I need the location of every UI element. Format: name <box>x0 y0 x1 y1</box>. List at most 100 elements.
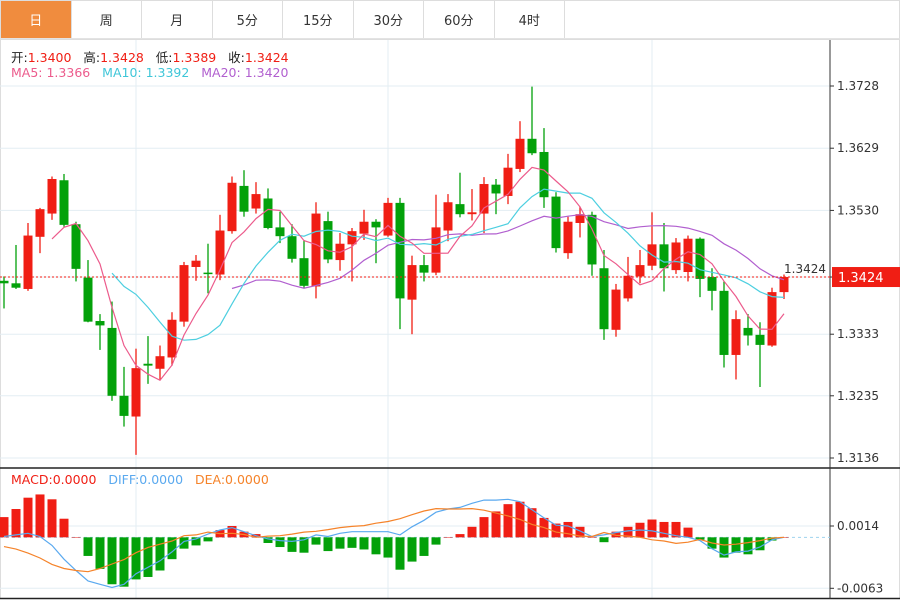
candle-body <box>611 289 621 330</box>
candle <box>395 197 405 330</box>
tab-7[interactable]: 4时 <box>495 1 565 38</box>
dea-label: DEA: <box>194 472 226 487</box>
candle-body <box>755 334 765 345</box>
candle <box>515 121 525 173</box>
candle-body <box>251 194 261 209</box>
close-label: 收: <box>228 50 245 65</box>
candle-body <box>479 184 489 214</box>
candle <box>359 209 369 240</box>
price-tick-label: 1.3235 <box>837 389 879 403</box>
macd-label: MACD: <box>11 472 53 487</box>
candle <box>683 235 693 282</box>
candle <box>11 244 21 289</box>
macd-bar <box>491 511 501 538</box>
candle-body <box>95 321 105 326</box>
candle-body <box>419 265 429 273</box>
candle-body <box>215 230 225 275</box>
tab-5[interactable]: 30分 <box>354 1 424 38</box>
tab-1[interactable]: 周 <box>72 1 142 38</box>
candle <box>635 250 645 284</box>
candle-body <box>263 198 273 229</box>
candle <box>707 268 717 311</box>
ma5-legend: MA5: 1.3366 <box>11 65 90 80</box>
candle-body <box>683 238 693 272</box>
macd-bar <box>683 527 693 538</box>
ma20-label: MA20: <box>201 65 245 80</box>
macd-bar <box>731 537 741 553</box>
macd-bar <box>299 537 309 553</box>
macd-bar <box>287 537 297 552</box>
macd-bar <box>71 537 81 538</box>
macd-bar <box>0 517 9 538</box>
macd-bar <box>131 537 141 580</box>
candle <box>167 312 177 366</box>
candle-body <box>11 283 21 288</box>
candle <box>143 336 153 384</box>
candle-body <box>155 356 165 369</box>
candle-body <box>623 275 633 299</box>
candle-body <box>743 327 753 336</box>
candle <box>119 366 129 427</box>
candle-body <box>455 204 465 215</box>
candle <box>227 176 237 234</box>
candle-body <box>563 221 573 254</box>
candle <box>563 216 573 259</box>
macd-tick-label: -0.0063 <box>837 581 883 595</box>
candle <box>671 238 681 274</box>
candle-body <box>143 363 153 366</box>
macd-bar <box>203 537 213 542</box>
tab-3[interactable]: 5分 <box>213 1 283 38</box>
candle-body <box>659 244 669 269</box>
low-value: 1.3389 <box>172 50 217 65</box>
candle-body <box>431 227 441 273</box>
candle-body <box>323 221 333 260</box>
candle <box>467 189 477 221</box>
price-tick-label: 1.3136 <box>837 451 879 465</box>
candle <box>755 322 765 387</box>
candle-body <box>599 268 609 330</box>
candle-body <box>443 202 453 231</box>
price-tick-label: 1.3424 <box>784 262 826 276</box>
ma10-value: 1.3392 <box>145 65 190 80</box>
ma20-line <box>231 214 785 290</box>
macd-bar <box>467 526 477 538</box>
macd-bar <box>359 537 369 550</box>
macd-bar <box>227 526 237 538</box>
candle-body <box>395 202 405 299</box>
candle-body <box>119 395 129 416</box>
candle <box>767 287 777 347</box>
candle-body <box>767 292 777 346</box>
candle <box>647 212 657 271</box>
ma10-label: MA10: <box>102 65 146 80</box>
candle-body <box>467 212 477 215</box>
candle <box>503 153 513 205</box>
tab-6[interactable]: 60分 <box>424 1 495 38</box>
candle-body <box>35 209 45 237</box>
candle <box>23 222 33 291</box>
diff-value: 0.0000 <box>139 472 184 487</box>
low-label: 低: <box>155 50 173 65</box>
tab-0[interactable]: 日 <box>1 1 72 38</box>
candle <box>443 194 453 242</box>
candle <box>587 211 597 276</box>
macd-bar <box>191 537 201 546</box>
macd-bar <box>695 537 705 540</box>
candle-body <box>227 182 237 232</box>
candle-body <box>107 327 117 396</box>
macd-bar <box>755 537 765 551</box>
tab-4[interactable]: 15分 <box>283 1 354 38</box>
candle-body <box>695 238 705 279</box>
candle-body <box>287 236 297 259</box>
macd-bar <box>623 526 633 538</box>
candle <box>107 301 117 401</box>
macd-bar <box>263 537 273 543</box>
macd-bar <box>107 537 117 585</box>
candle-body <box>731 319 741 355</box>
chart-border <box>0 39 900 599</box>
candle-body <box>83 277 93 322</box>
candle-body <box>23 235 33 289</box>
tab-2[interactable]: 月 <box>142 1 213 38</box>
diff-line <box>3 498 785 589</box>
